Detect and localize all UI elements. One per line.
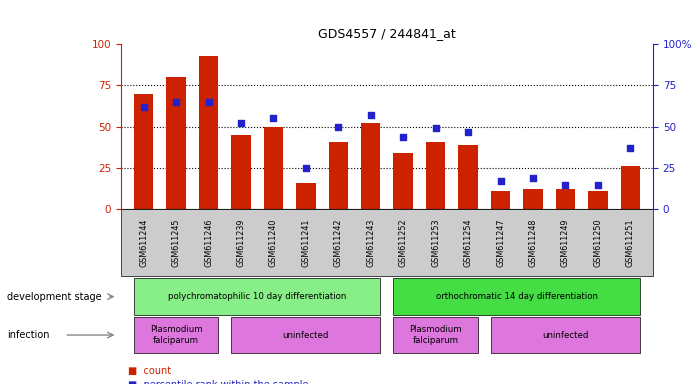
Text: uninfected: uninfected <box>283 331 329 339</box>
Point <box>592 182 603 188</box>
Text: GSM611244: GSM611244 <box>139 219 148 267</box>
Text: GSM611248: GSM611248 <box>529 219 538 267</box>
Point <box>171 99 182 105</box>
Text: Plasmodium
falciparum: Plasmodium falciparum <box>150 325 202 345</box>
Text: GSM611241: GSM611241 <box>301 219 310 267</box>
Text: development stage: development stage <box>7 291 102 302</box>
Bar <box>491 191 510 209</box>
Text: GSM611243: GSM611243 <box>366 219 375 267</box>
Text: GSM611249: GSM611249 <box>561 218 570 267</box>
Bar <box>588 191 607 209</box>
Bar <box>361 123 381 209</box>
Point <box>366 112 377 118</box>
Bar <box>134 94 153 209</box>
Text: GSM611250: GSM611250 <box>594 218 603 267</box>
Bar <box>426 142 446 209</box>
Point <box>462 129 473 135</box>
Bar <box>523 189 542 209</box>
Bar <box>296 183 316 209</box>
Bar <box>231 135 251 209</box>
Point <box>430 125 441 131</box>
Point <box>301 165 312 171</box>
Text: ■  count: ■ count <box>128 366 171 376</box>
Text: GSM611252: GSM611252 <box>399 218 408 267</box>
Point <box>397 134 408 140</box>
Text: Plasmodium
falciparum: Plasmodium falciparum <box>409 325 462 345</box>
Point <box>236 120 247 126</box>
Bar <box>167 77 186 209</box>
Text: GSM611240: GSM611240 <box>269 219 278 267</box>
Text: uninfected: uninfected <box>542 331 589 339</box>
Text: GSM611254: GSM611254 <box>464 218 473 267</box>
Text: GSM611246: GSM611246 <box>204 219 213 267</box>
Text: infection: infection <box>7 330 50 340</box>
Bar <box>199 56 218 209</box>
Text: ■  percentile rank within the sample: ■ percentile rank within the sample <box>128 380 308 384</box>
Bar <box>393 153 413 209</box>
Point <box>268 115 279 121</box>
Text: GSM611245: GSM611245 <box>171 218 180 267</box>
Point <box>527 175 538 181</box>
Point <box>203 99 214 105</box>
Text: orthochromatic 14 day differentiation: orthochromatic 14 day differentiation <box>436 292 598 301</box>
Text: GSM611251: GSM611251 <box>626 218 635 267</box>
Point <box>333 124 344 130</box>
Text: GSM611247: GSM611247 <box>496 218 505 267</box>
Bar <box>264 127 283 209</box>
Point <box>138 104 149 110</box>
Title: GDS4557 / 244841_at: GDS4557 / 244841_at <box>318 27 456 40</box>
Point <box>560 182 571 188</box>
Bar <box>458 145 477 209</box>
Text: polychromatophilic 10 day differentiation: polychromatophilic 10 day differentiatio… <box>168 292 346 301</box>
Point <box>495 178 506 184</box>
Bar <box>328 142 348 209</box>
Text: GSM611253: GSM611253 <box>431 218 440 267</box>
Bar <box>621 166 640 209</box>
Text: GSM611242: GSM611242 <box>334 218 343 267</box>
Bar <box>556 189 575 209</box>
Point <box>625 145 636 151</box>
Text: GSM611239: GSM611239 <box>236 218 245 267</box>
